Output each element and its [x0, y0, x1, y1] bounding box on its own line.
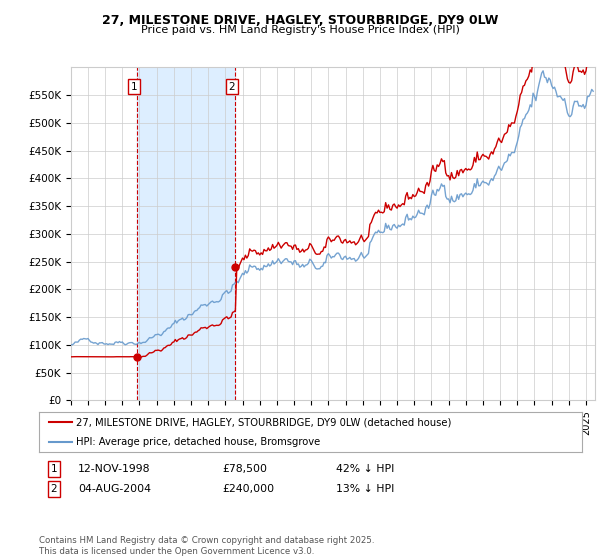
- Text: HPI: Average price, detached house, Bromsgrove: HPI: Average price, detached house, Brom…: [76, 437, 320, 447]
- Text: 27, MILESTONE DRIVE, HAGLEY, STOURBRIDGE, DY9 0LW: 27, MILESTONE DRIVE, HAGLEY, STOURBRIDGE…: [102, 14, 498, 27]
- Text: 2: 2: [229, 82, 235, 92]
- Text: Price paid vs. HM Land Registry's House Price Index (HPI): Price paid vs. HM Land Registry's House …: [140, 25, 460, 35]
- Text: 04-AUG-2004: 04-AUG-2004: [78, 484, 151, 494]
- Text: 1: 1: [50, 464, 58, 474]
- Bar: [137, 67, 235, 400]
- Text: 12-NOV-1998: 12-NOV-1998: [78, 464, 151, 474]
- Text: 1: 1: [131, 82, 137, 92]
- Text: 42% ↓ HPI: 42% ↓ HPI: [336, 464, 394, 474]
- Text: £240,000: £240,000: [222, 484, 274, 494]
- Text: £78,500: £78,500: [222, 464, 267, 474]
- Text: Contains HM Land Registry data © Crown copyright and database right 2025.
This d: Contains HM Land Registry data © Crown c…: [39, 536, 374, 556]
- Text: 13% ↓ HPI: 13% ↓ HPI: [336, 484, 394, 494]
- Text: 2: 2: [50, 484, 58, 494]
- Text: 27, MILESTONE DRIVE, HAGLEY, STOURBRIDGE, DY9 0LW (detached house): 27, MILESTONE DRIVE, HAGLEY, STOURBRIDGE…: [76, 418, 451, 427]
